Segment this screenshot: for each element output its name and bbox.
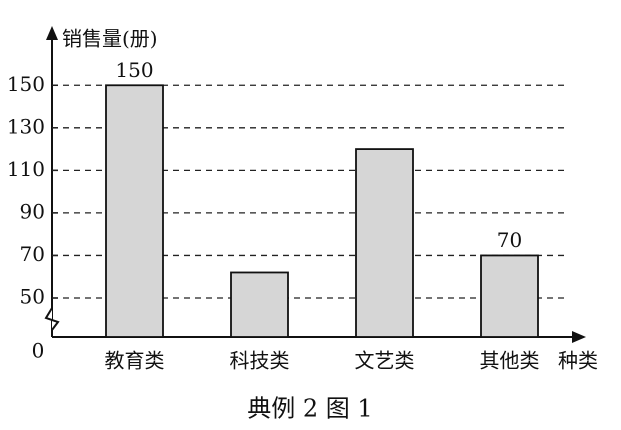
x-axis-label: 种类 xyxy=(558,349,598,373)
y-axis-label: 销售量(册) xyxy=(62,27,158,51)
y-tick-label: 110 xyxy=(7,157,45,181)
y-tick-label: 70 xyxy=(20,242,45,266)
axis-break xyxy=(44,307,60,331)
x-tick-label: 科技类 xyxy=(230,349,290,373)
x-tick-label: 其他类 xyxy=(480,349,540,373)
y-tick-label: 90 xyxy=(20,199,45,223)
data-label: 70 xyxy=(497,228,522,252)
x-tick-label: 教育类 xyxy=(105,349,165,373)
y-tick-label: 0 xyxy=(32,339,45,363)
bar xyxy=(105,84,164,338)
y-tick-label: 50 xyxy=(20,285,45,309)
y-tick-label: 150 xyxy=(7,72,45,96)
caption: 典例 2 图 1 xyxy=(247,395,372,423)
data-label: 150 xyxy=(115,58,153,82)
bar xyxy=(355,148,414,338)
y-arrow xyxy=(46,26,58,40)
x-arrow xyxy=(572,331,586,343)
x-tick-label: 文艺类 xyxy=(355,349,415,373)
y-tick-label: 130 xyxy=(7,114,45,138)
bar xyxy=(230,271,289,338)
bar xyxy=(480,254,539,338)
